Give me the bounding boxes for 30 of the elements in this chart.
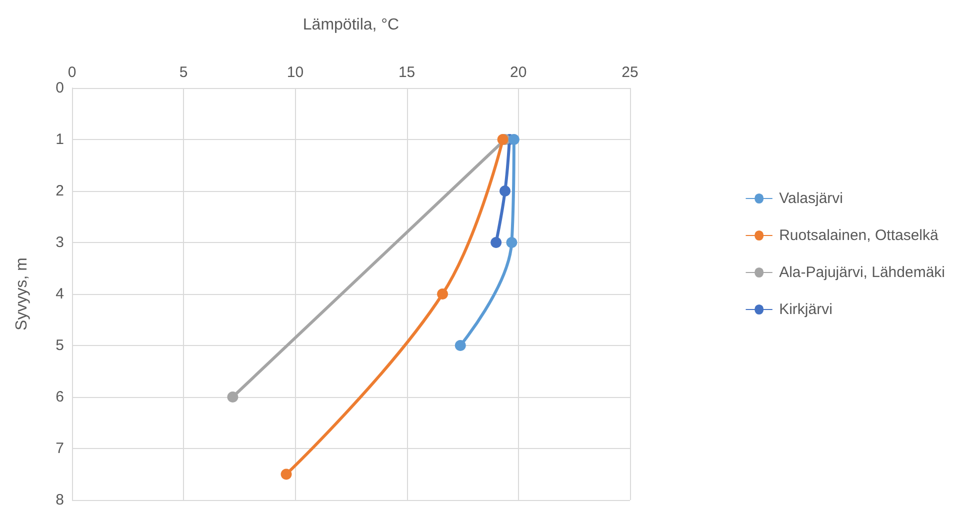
y-tick-label: 5 [56,337,64,354]
legend-label: Kirkjärvi [779,301,832,318]
y-tick-label: 1 [56,131,64,148]
point [490,237,502,248]
y-tick-label: 6 [56,388,64,406]
point [280,468,292,480]
y-tick-label: 2 [56,182,64,200]
point [500,186,511,196]
point [227,392,238,402]
legend-label: Valasjärvi [779,190,844,207]
y-tick-label: 3 [56,234,64,251]
y-tick-label: 8 [56,492,64,508]
x-tick-label: 25 [622,64,638,81]
y-tick-label: 4 [56,286,64,302]
x-tick-label: 20 [510,64,527,81]
point [506,237,518,248]
y-axis-title: Syvyys, m [14,258,30,330]
y-tick-label: 7 [56,440,64,457]
x-tick-label: 0 [68,64,76,81]
x-tick-label: 5 [179,64,188,81]
point [437,288,448,300]
x-tick-label: 10 [286,64,304,81]
legend-label: Ala-Pajujärvi, Lähdemäki [779,264,946,281]
y-tick-label: 0 [56,80,64,96]
x-axis-title: Lämpötila, °C [302,16,400,34]
legend-label: Ruotsalainen, Ottaselkä [779,227,939,244]
x-tick-label: 15 [398,64,416,81]
point [454,340,466,351]
point [508,134,520,145]
point [497,134,508,145]
